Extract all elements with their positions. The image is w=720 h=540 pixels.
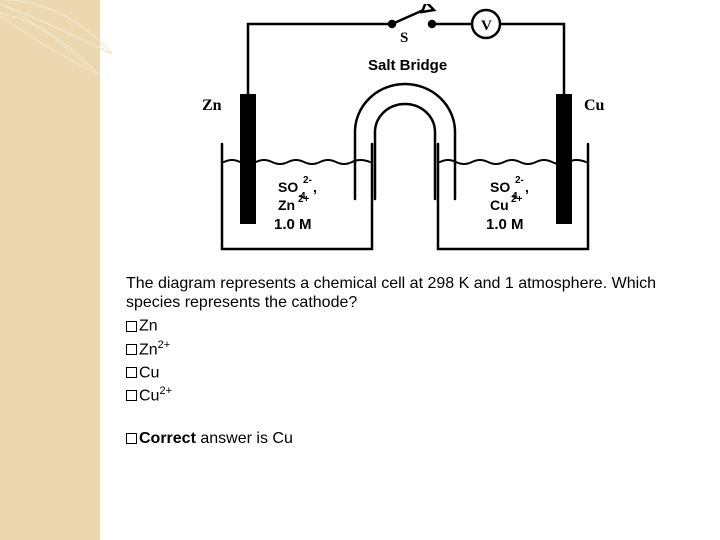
- option-3-label: Cu: [139, 364, 159, 381]
- cu-electrode: [556, 94, 572, 224]
- option-2: Zn2+: [126, 338, 684, 361]
- switch-handle: [422, 4, 434, 12]
- checkbox-icon: [126, 433, 137, 444]
- electrochemical-cell-diagram: S V Salt Bridge Zn Cu SO 2- 4 , Zn 2+ 1.…: [170, 4, 640, 264]
- right-ion2-sup: 2+: [511, 194, 523, 205]
- left-ion1: SO: [278, 179, 298, 195]
- right-ion1-sup: 2-: [515, 175, 524, 186]
- checkbox-icon: [126, 344, 137, 355]
- salt-bridge-label: Salt Bridge: [368, 57, 447, 74]
- right-wire-seg1: [500, 24, 564, 94]
- left-ion2-sup: 2+: [298, 194, 310, 205]
- right-ion-comma: ,: [525, 179, 529, 195]
- question-text: The diagram represents a chemical cell a…: [126, 274, 684, 312]
- switch-contact: [429, 21, 435, 27]
- cu-label: Cu: [584, 97, 605, 114]
- left-ion2: Zn: [278, 197, 295, 213]
- option-4: Cu2+: [126, 384, 684, 407]
- zn-electrode: [240, 94, 256, 224]
- option-4-sup: 2+: [159, 385, 172, 397]
- right-ion1: SO: [490, 179, 510, 195]
- option-4-label: Cu: [139, 387, 159, 404]
- salt-bridge-outer: [355, 84, 455, 199]
- option-1-label: Zn: [139, 318, 158, 335]
- option-1: Zn: [126, 314, 684, 337]
- left-ion1-sup: 2-: [303, 175, 312, 186]
- option-3: Cu: [126, 361, 684, 384]
- option-2-sup: 2+: [158, 339, 171, 351]
- checkbox-icon: [126, 321, 137, 332]
- checkbox-icon: [126, 390, 137, 401]
- option-2-label: Zn: [139, 341, 158, 358]
- left-conc: 1.0 M: [274, 216, 312, 233]
- decorative-leaf: [0, 0, 120, 94]
- right-ion2: Cu: [490, 197, 509, 213]
- correct-answer: Correct answer is Cu: [126, 429, 684, 450]
- switch-label: S: [400, 30, 408, 46]
- voltmeter-label: V: [481, 18, 492, 34]
- answer-suffix: answer is Cu: [200, 430, 292, 447]
- salt-bridge-inner: [375, 104, 435, 199]
- answer-prefix: Correct: [139, 430, 196, 447]
- answer-options: Zn Zn2+ Cu Cu2+: [126, 314, 684, 407]
- checkbox-icon: [126, 367, 137, 378]
- zn-label: Zn: [202, 97, 222, 114]
- slide-content: S V Salt Bridge Zn Cu SO 2- 4 , Zn 2+ 1.…: [110, 0, 700, 450]
- left-ion-comma: ,: [313, 179, 317, 195]
- right-conc: 1.0 M: [486, 216, 524, 233]
